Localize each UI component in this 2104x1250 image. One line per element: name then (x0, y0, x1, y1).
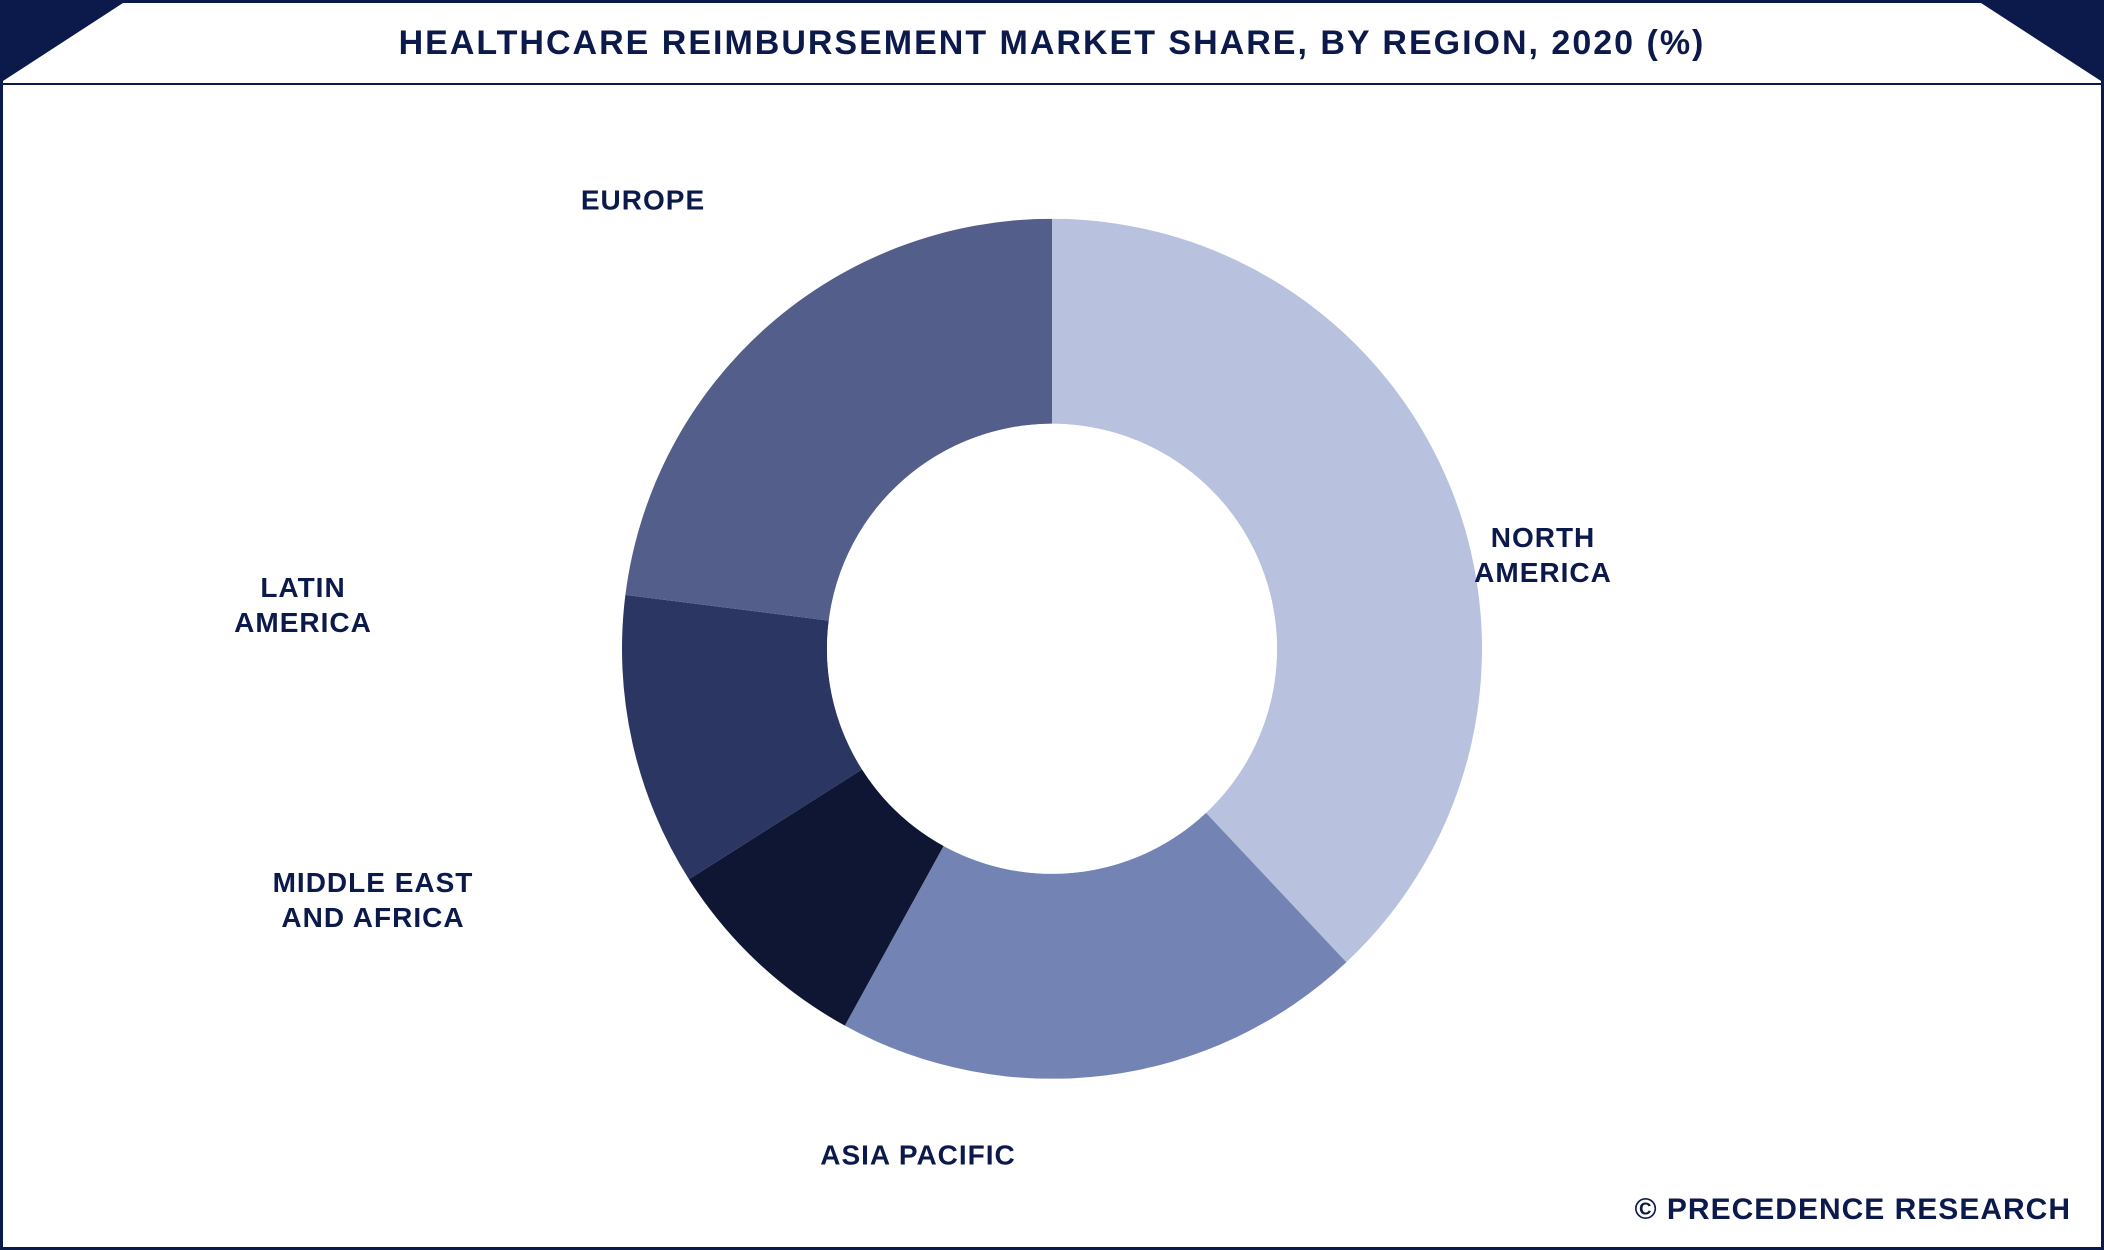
copyright-text: © PRECEDENCE RESEARCH (1634, 1193, 2071, 1227)
title-corner-left-triangle (3, 3, 123, 81)
slice-label: EUROPE (581, 183, 705, 218)
slice-label: ASIA PACIFIC (820, 1138, 1016, 1173)
slice-label: MIDDLE EAST AND AFRICA (273, 865, 474, 935)
outer-frame: HEALTHCARE REIMBURSEMENT MARKET SHARE, B… (0, 0, 2104, 1250)
slice-label: NORTH AMERICA (1474, 520, 1612, 590)
slice-label: LATIN AMERICA (234, 570, 372, 640)
chart-area: NORTH AMERICA ASIA PACIFIC MIDDLE EAST AND… (3, 85, 2101, 1247)
donut-center-hole (827, 424, 1277, 874)
title-bar: HEALTHCARE REIMBURSEMENT MARKET SHARE, B… (3, 3, 2101, 85)
donut-svg (622, 219, 1482, 1079)
title-corner-right-triangle (1981, 3, 2101, 81)
donut-chart (622, 219, 1482, 1079)
chart-title: HEALTHCARE REIMBURSEMENT MARKET SHARE, B… (399, 24, 1706, 63)
